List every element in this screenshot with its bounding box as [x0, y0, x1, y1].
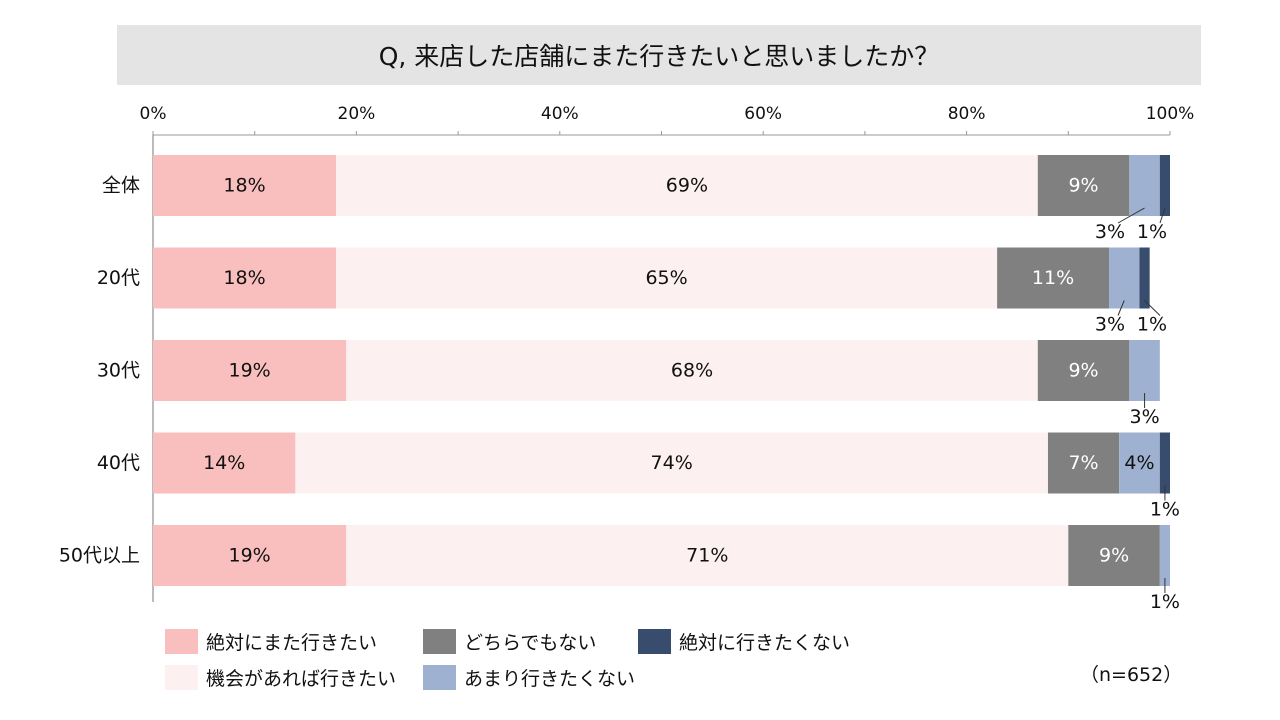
data-label: 3% — [1095, 314, 1125, 336]
category-label: 50代以上 — [59, 545, 140, 567]
x-tick-label: 20% — [338, 104, 376, 124]
data-label: 3% — [1095, 221, 1125, 243]
bar-segment — [153, 525, 347, 586]
category-label: 40代 — [97, 452, 140, 474]
bar-segment — [346, 525, 1069, 586]
data-label: 69% — [666, 175, 708, 197]
bar-segment — [153, 340, 347, 401]
data-label: 1% — [1150, 591, 1180, 613]
data-label: 1% — [1137, 314, 1167, 336]
data-label: 68% — [671, 360, 713, 382]
bar-segment — [295, 432, 1048, 494]
data-label: 74% — [651, 452, 693, 474]
data-label: 9% — [1068, 175, 1098, 197]
legend-item-series-4: あまり行きたくない — [423, 664, 635, 691]
x-tick-label: 40% — [541, 104, 579, 124]
legend-swatch-series-2 — [165, 665, 198, 690]
data-label: 19% — [228, 545, 270, 567]
bar-segment — [1108, 247, 1140, 309]
legend-swatch-series-4 — [423, 665, 456, 690]
bar-segment — [153, 155, 337, 216]
bar-segment — [336, 155, 1038, 216]
bar-segment — [997, 247, 1109, 309]
bar-segment — [1047, 432, 1120, 494]
legend-label-series-3: どちらでもない — [464, 632, 597, 654]
legend-swatch-series-3 — [423, 629, 456, 654]
data-label: 19% — [228, 360, 270, 382]
leader-line — [1117, 207, 1145, 224]
legend-item-series-1: 絶対にまた行きたい — [165, 628, 377, 655]
data-label: 3% — [1129, 406, 1159, 428]
legend-swatch-series-1 — [165, 629, 198, 654]
x-tick-label: 60% — [744, 104, 782, 124]
data-label: 11% — [1032, 267, 1074, 289]
legend-item-series-5: 絶対に行きたくない — [638, 628, 850, 655]
leader-line — [1144, 300, 1161, 316]
chart-legend: 絶対にまた行きたい 機会があれば行きたい どちらでもない あまり行きたくない 絶… — [165, 628, 1185, 698]
category-label: 20代 — [97, 267, 140, 289]
x-tick-label: 80% — [948, 104, 986, 124]
legend-item-series-3: どちらでもない — [423, 628, 596, 655]
bar-segment — [1139, 247, 1150, 309]
data-label: 18% — [223, 267, 265, 289]
bar-segment — [153, 432, 296, 494]
x-tick-label: 100% — [1146, 104, 1195, 124]
bar-segment — [1037, 155, 1130, 216]
bar-segment — [1159, 525, 1170, 586]
data-label: 1% — [1150, 499, 1180, 521]
bar-segment — [153, 247, 337, 309]
bar-segment — [1159, 432, 1170, 494]
legend-item-series-2: 機会があれば行きたい — [165, 664, 396, 691]
legend-swatch-series-5 — [638, 629, 671, 654]
bar-segment — [1129, 340, 1160, 401]
sample-size-note: （n=652） — [1080, 664, 1183, 686]
legend-label-series-2: 機会があれば行きたい — [206, 668, 397, 690]
data-label: 18% — [223, 175, 265, 197]
x-tick-label: 0% — [140, 104, 167, 124]
data-label: 9% — [1068, 360, 1098, 382]
bar-segment — [346, 340, 1038, 401]
data-label: 1% — [1137, 221, 1167, 243]
bar-segment — [1129, 155, 1160, 216]
legend-label-series-4: あまり行きたくない — [464, 668, 636, 690]
bar-segment — [336, 247, 998, 309]
data-label: 7% — [1068, 452, 1098, 474]
data-label: 4% — [1124, 452, 1154, 474]
bar-segment — [1037, 340, 1130, 401]
data-label: 71% — [686, 545, 728, 567]
stacked-bar-chart: 0% 20% 40% 60% 80% 100% 全体 18% 69% 9% 3% 1% 20代 18% 65… — [59, 104, 1195, 613]
data-label: 65% — [645, 267, 687, 289]
legend-label-series-5: 絶対に行きたくない — [679, 632, 851, 654]
chart-title: Q, 来店した店舗にまた行きたいと思いましたか？ — [117, 25, 1201, 85]
legend-label-series-1: 絶対にまた行きたい — [206, 632, 378, 654]
category-label: 30代 — [97, 360, 140, 382]
chart-title-text: Q, 来店した店舗にまた行きたいと思いましたか？ — [378, 42, 940, 71]
category-label: 全体 — [102, 175, 140, 197]
bar-segment — [1159, 155, 1170, 216]
bar-segment — [1068, 525, 1160, 586]
data-label: 14% — [203, 452, 245, 474]
data-label: 9% — [1099, 545, 1129, 567]
bar-segment — [1119, 432, 1160, 494]
leader-line — [1117, 300, 1125, 316]
leader-line — [1159, 207, 1166, 224]
